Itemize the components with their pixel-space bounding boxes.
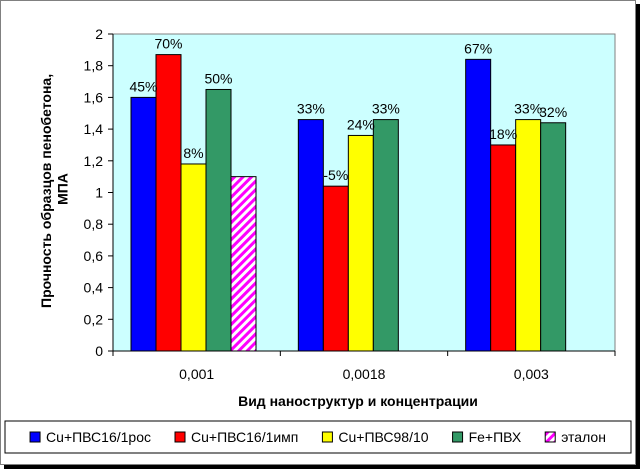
y-tick-label: 0 [95, 343, 103, 359]
data-label: -5% [323, 167, 348, 183]
y-tick-label: 0,6 [84, 248, 104, 264]
y-axis-title-line-2: МПА [55, 173, 71, 205]
bar [347, 134, 374, 352]
bar [155, 54, 182, 352]
data-label: 33% [372, 101, 400, 117]
legend-label: Cu+ПВС16/1рос [46, 429, 151, 445]
legend-box [4, 420, 632, 454]
x-tick-label: 0,001 [179, 366, 214, 382]
bar [205, 88, 232, 352]
data-label: 50% [204, 70, 232, 86]
bar [515, 119, 542, 352]
legend-swatch [321, 431, 333, 443]
legend-label: Cu+ПВС16/1имп [191, 429, 298, 445]
y-axis-title-line-1: Прочность образцов пенобетона, [38, 74, 54, 308]
y-tick-label: 2 [95, 26, 103, 42]
y-tick-label: 1,4 [84, 121, 104, 137]
bar [130, 96, 157, 352]
y-tick-label: 0,8 [84, 216, 104, 232]
bar [322, 185, 349, 352]
data-label: 45% [129, 78, 157, 94]
legend-swatch [29, 431, 41, 443]
x-axis-title: Вид наноструктур и концентрации [238, 393, 478, 409]
data-label: 24% [347, 116, 375, 132]
legend: Cu+ПВС16/1рос Cu+ПВС16/1имп Cu+ПВС98/10 Fe+… [4, 420, 632, 454]
y-tick-label: 1,2 [84, 153, 104, 169]
bar [297, 119, 324, 352]
x-tick-label: 0,0018 [343, 366, 386, 382]
data-label: 18% [489, 126, 517, 142]
data-label: 33% [297, 101, 325, 117]
data-label: 32% [539, 104, 567, 120]
legend-swatch [452, 431, 464, 443]
data-label: 70% [154, 36, 182, 52]
y-tick-label: 1,8 [84, 58, 104, 74]
bar [465, 58, 492, 352]
bar [230, 176, 257, 352]
legend-label: Fe+ПВХ [469, 429, 522, 445]
data-label: 67% [464, 40, 492, 56]
data-label: 8% [183, 145, 203, 161]
bar-chart: 0 0,2 0,4 0,6 0,8 1 1,2 1,4 1,6 1,8 2 0,001 0,0018 0,… [4, 26, 632, 454]
data-label: 33% [514, 101, 542, 117]
y-tick-label: 1,6 [84, 89, 104, 105]
y-tick-label: 1 [95, 185, 103, 201]
legend-swatch [174, 431, 186, 443]
legend-swatch [544, 431, 556, 443]
x-tick-label: 0,003 [514, 366, 549, 382]
bar [372, 119, 399, 352]
legend-label: эталон [561, 429, 606, 445]
bar [540, 122, 567, 352]
legend-label: Cu+ПВС98/10 [338, 429, 428, 445]
y-tick-label: 0,4 [84, 280, 104, 296]
bar [490, 144, 517, 352]
y-axis-title: Прочность образцов пенобетона, МПА [38, 70, 71, 308]
y-tick-label: 0,2 [84, 311, 104, 327]
bar [180, 163, 207, 352]
